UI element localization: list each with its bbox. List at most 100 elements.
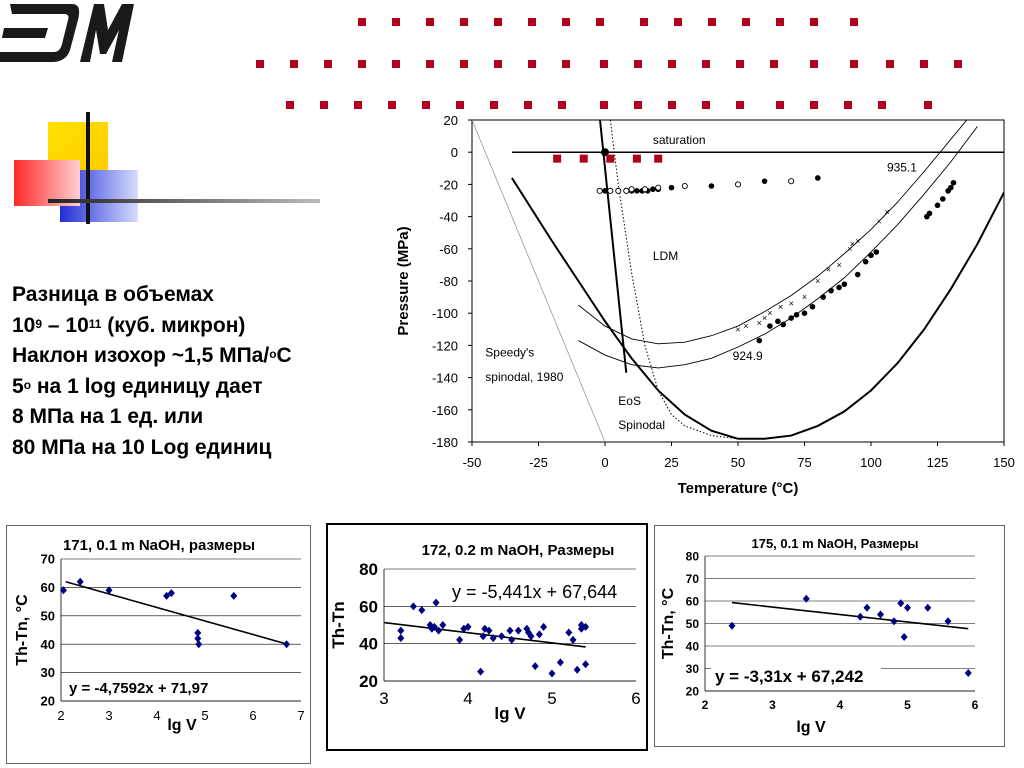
filled-data-point (708, 183, 715, 189)
data-point (573, 665, 581, 674)
decor-dot (770, 60, 778, 68)
x-axis-label: Temperature (°C) (678, 480, 799, 497)
scatter-panel-175: 20 30 40 50 60 70 80 2 3 4 5 6 175, 0.1 m NaOH, Разм… (654, 525, 1005, 747)
equation-box (448, 580, 624, 604)
x-tick-label: -50 (463, 455, 482, 470)
data-point (900, 633, 908, 641)
filled-data-point (668, 184, 675, 191)
decor-dot (426, 60, 434, 68)
x-tick-label: 125 (927, 455, 949, 470)
y-tick-label: 40 (686, 639, 700, 653)
equation-box (711, 665, 881, 688)
filled-data-point (767, 323, 773, 329)
y-tick-label: -80 (439, 274, 458, 289)
x-axis-label: lg V (167, 717, 197, 734)
decor-dot (668, 101, 676, 109)
filled-data-point (873, 249, 880, 255)
data-point (439, 621, 447, 629)
y-axis-label: Pressure (MPa) (395, 226, 412, 335)
decor-dot (460, 18, 468, 26)
data-point (105, 586, 113, 595)
decor-dot (524, 101, 532, 109)
y-tick-label: 20 (41, 694, 55, 709)
data-point (565, 628, 573, 637)
data-point (508, 635, 516, 644)
filled-data-point (788, 315, 794, 321)
data-point (167, 589, 175, 598)
filled-data-point (602, 188, 608, 194)
filled-data-point (950, 179, 957, 186)
decor-dot (632, 154, 641, 163)
y-tick-label: 40 (359, 635, 378, 654)
x-tick-label: 5 (547, 689, 556, 708)
x-tick-label: 7 (297, 708, 304, 723)
x-tick-label: 6 (631, 689, 640, 708)
decor-dot (668, 60, 676, 68)
data-point (76, 577, 84, 586)
x-tick-label: 25 (664, 455, 678, 470)
decor-dot (528, 18, 536, 26)
decorative-dot-rows (256, 18, 962, 109)
x-marker-point: × (826, 265, 831, 275)
data-point (527, 632, 535, 641)
y-tick-label: -140 (432, 371, 458, 386)
annotation-iso-upper: 935.1 (887, 161, 917, 175)
y-tick-label: -60 (439, 242, 458, 257)
decor-dot (358, 60, 366, 68)
data-point (924, 603, 932, 612)
data-point (428, 624, 436, 633)
data-point (489, 634, 497, 643)
x-marker-point: × (876, 216, 881, 226)
x-marker-point: × (850, 239, 855, 249)
chart-title: 171, 0.1 m NaOH, размеры (63, 537, 255, 554)
data-point (802, 594, 810, 603)
pressure-temperature-chart: 20 0 -20 -40 -60 -80 -100 -120 -140 -160 -180 -50 -2… (395, 113, 1015, 497)
decor-dot (392, 60, 400, 68)
y-tick-label: -180 (432, 435, 458, 450)
x-axis-label: lg V (796, 719, 826, 736)
x-marker-point: × (847, 244, 852, 254)
y-tick-label: 30 (41, 665, 55, 680)
open-data-point (628, 186, 635, 193)
decor-dot (810, 101, 818, 109)
open-data-point (655, 184, 662, 191)
data-point (485, 626, 493, 635)
decor-dot (286, 101, 294, 109)
plot-frame (471, 119, 1005, 443)
note-line-5: 8 МПа на 1 ед. или (12, 405, 204, 428)
steep-line-line (599, 120, 628, 373)
notes-text-block: Разница в объемах 109 – 1011 (куб. микро… (12, 280, 392, 463)
decor-dot (600, 60, 608, 68)
y-tick-label: 50 (686, 617, 700, 631)
decor-dot (886, 60, 894, 68)
y-tick-label: 20 (686, 684, 700, 698)
x-tick-label: 0 (601, 455, 608, 470)
filled-data-point (793, 312, 800, 318)
filled-data-point (828, 287, 834, 294)
data-point (194, 634, 202, 643)
data-point (430, 622, 438, 631)
open-data-point (788, 178, 795, 185)
trend-equation: y = -3,31x + 67,242 (715, 667, 863, 686)
decor-dot (256, 60, 264, 68)
x-marker-point: × (855, 236, 860, 246)
speedy-spinodal-line (472, 120, 606, 442)
filled-data-point (836, 284, 842, 291)
note-line-6: 80 МПа на 10 Log единиц (12, 435, 272, 459)
open-data-point (681, 182, 688, 190)
note-line-2: 109 – 1011 (куб. микрон) (12, 313, 246, 337)
annotation-iso-lower: 924.9 (733, 349, 763, 363)
filled-data-point (634, 188, 640, 194)
scatter-chart-175: 20 30 40 50 60 70 80 2 3 4 5 6 175, 0.1 m NaOH, Разм… (660, 536, 979, 736)
data-point (59, 586, 67, 595)
x-marker-point: × (815, 276, 820, 286)
trend-line (731, 601, 969, 630)
data-point (514, 626, 522, 635)
data-point (890, 617, 898, 626)
x-marker-point: × (735, 324, 740, 334)
open-data-point (607, 187, 614, 194)
decor-dot (810, 18, 818, 26)
x-tick-label: -25 (529, 455, 548, 470)
data-point (479, 632, 487, 641)
data-point (582, 622, 590, 631)
